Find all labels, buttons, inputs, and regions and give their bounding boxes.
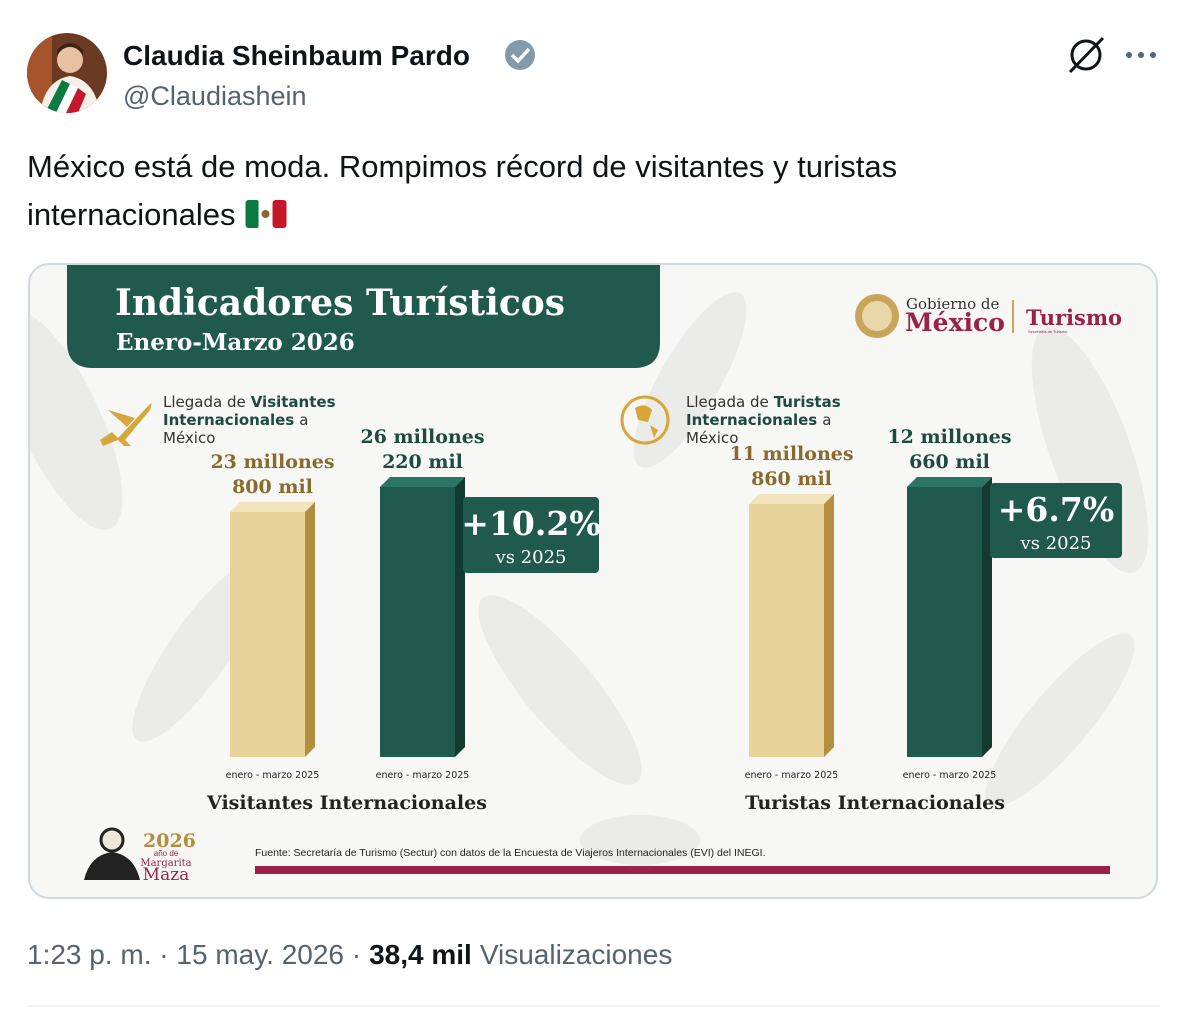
verified-badge bbox=[505, 40, 535, 70]
globe-icon bbox=[620, 395, 670, 445]
avatar[interactable] bbox=[27, 33, 107, 113]
category-label: enero - marzo 2025 bbox=[903, 770, 997, 781]
bar bbox=[749, 504, 824, 757]
logo-text: México bbox=[905, 308, 1005, 337]
government-logo bbox=[855, 294, 1014, 338]
change-label: +10.2% bbox=[461, 504, 600, 543]
category-label: enero - marzo 2025 bbox=[226, 770, 320, 781]
legend-text: Llegada de Turistas bbox=[686, 393, 841, 411]
margarita-maza-portrait bbox=[84, 827, 140, 880]
legend-text: México bbox=[686, 429, 738, 447]
value-label: 23 millones bbox=[210, 451, 334, 473]
legend-text: Internacionales a bbox=[163, 411, 308, 429]
legend-text: Llegada de bbox=[686, 393, 769, 411]
value-label: 26 millones bbox=[360, 426, 484, 448]
more-icon[interactable] bbox=[1126, 52, 1156, 58]
logo-text: Secretaría de Turismo bbox=[1028, 329, 1068, 334]
source-note: Fuente: Secretaría de Turismo (Sectur) c… bbox=[255, 847, 765, 859]
author-handle[interactable]: @Claudiashein bbox=[123, 81, 307, 111]
plane-icon bbox=[100, 403, 152, 446]
bar bbox=[230, 511, 305, 757]
year-badge: Maza bbox=[143, 865, 190, 885]
bar bbox=[907, 487, 982, 757]
change-box bbox=[990, 483, 1122, 558]
value-label: 220 mil bbox=[382, 451, 463, 473]
panel-title: Turistas Internacionales bbox=[745, 792, 1005, 814]
views-count: 38,4 mil bbox=[369, 939, 472, 970]
infographic-title: Indicadores Turísticos bbox=[115, 282, 565, 324]
year-badge: 2026 bbox=[143, 830, 196, 852]
value-label: 660 mil bbox=[909, 451, 990, 473]
tweet-text: internacionales bbox=[27, 197, 236, 232]
flag-emoji bbox=[245, 200, 287, 228]
legend-text: Turistas bbox=[774, 393, 841, 411]
grok-icon[interactable] bbox=[1068, 36, 1105, 74]
year-badge: año de bbox=[154, 849, 179, 858]
bar-top bbox=[230, 501, 315, 512]
value-label: 11 millones bbox=[729, 443, 853, 465]
legend-text: México bbox=[163, 429, 215, 447]
legend-text: Internacionales bbox=[686, 411, 817, 429]
bar-top bbox=[749, 494, 834, 505]
value-label: 860 mil bbox=[751, 468, 832, 490]
change-label: +6.7% bbox=[998, 490, 1114, 529]
category-label: enero - marzo 2025 bbox=[745, 770, 839, 781]
author-name[interactable]: Claudia Sheinbaum Pardo bbox=[123, 40, 470, 71]
change-note: vs 2025 bbox=[495, 547, 567, 568]
bar-side bbox=[824, 494, 834, 757]
legend-text: a bbox=[299, 411, 308, 429]
legend-text: Llegada de bbox=[163, 393, 246, 411]
value-label: 12 millones bbox=[887, 426, 1011, 448]
bar-side bbox=[982, 477, 992, 757]
infographic-subtitle: Enero-Marzo 2026 bbox=[116, 329, 355, 356]
legend-text: Llegada de Visitantes bbox=[163, 393, 336, 411]
timestamp: 1:23 p. m. · 15 may. 2026 · 38,4 mil Visua… bbox=[27, 939, 672, 970]
logo-text: Turismo bbox=[1026, 305, 1122, 330]
legend-text: Internacionales bbox=[163, 411, 294, 429]
bar-top bbox=[380, 477, 465, 487]
bar-side bbox=[455, 477, 465, 757]
value-label: 800 mil bbox=[232, 476, 313, 498]
bar-side bbox=[305, 501, 315, 757]
year-badge: Margarita bbox=[140, 858, 191, 869]
legend-text: Internacionales a bbox=[686, 411, 831, 429]
views-label: Visualizaciones bbox=[480, 939, 673, 970]
panel-title: Visitantes Internacionales bbox=[206, 792, 487, 814]
legend-text: Visitantes bbox=[251, 393, 336, 411]
legend-text: a bbox=[822, 411, 831, 429]
category-label: enero - marzo 2025 bbox=[376, 770, 470, 781]
logo-text: Gobierno de bbox=[906, 295, 1000, 313]
timestamp-date[interactable]: 1:23 p. m. · 15 may. 2026 · bbox=[27, 939, 361, 970]
change-note: vs 2025 bbox=[1020, 533, 1092, 554]
footer-bar bbox=[255, 866, 1110, 874]
change-box bbox=[463, 497, 599, 573]
title-banner bbox=[67, 264, 660, 368]
bar bbox=[380, 487, 455, 757]
tweet-text: México está de moda. Rompimos récord de … bbox=[27, 149, 897, 184]
bar-top bbox=[907, 477, 992, 487]
